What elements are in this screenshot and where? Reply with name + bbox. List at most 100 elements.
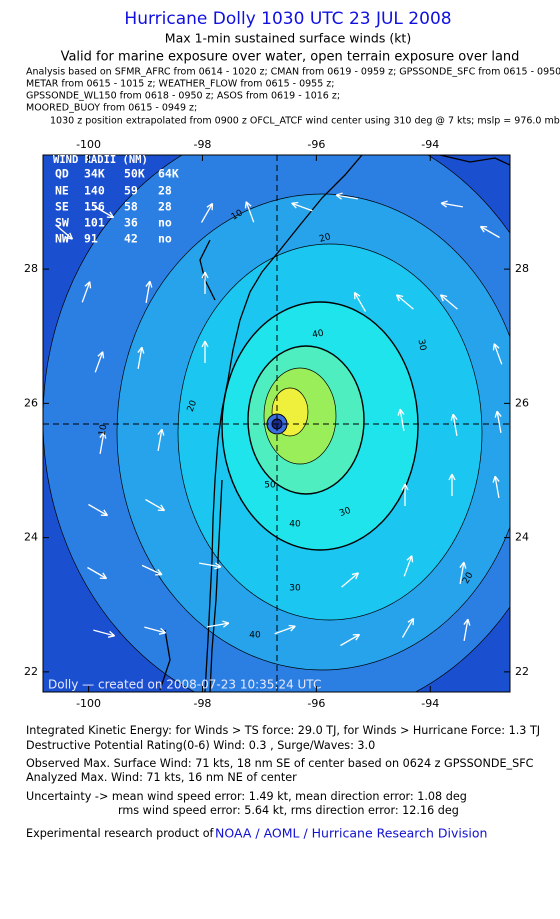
title: Hurricane Dolly 1030 UTC 23 JUL 2008 xyxy=(124,9,451,29)
vector-head xyxy=(494,410,502,418)
vector-shaft xyxy=(200,203,214,223)
wind-vector xyxy=(463,618,471,641)
wind-vector xyxy=(340,633,361,647)
vector-shaft xyxy=(496,411,502,433)
vector-shaft xyxy=(291,202,313,212)
radii-header: QD xyxy=(55,167,69,181)
radii-cell: 91 xyxy=(84,232,98,246)
vector-shaft xyxy=(88,503,108,517)
vector-shaft xyxy=(93,629,115,637)
wind-vector xyxy=(145,280,153,303)
vector-shaft xyxy=(441,202,463,208)
footer-line: Integrated Kinetic Energy: for Winds > T… xyxy=(26,724,540,737)
wind-vector xyxy=(55,224,74,240)
radii-header: 64K xyxy=(158,167,179,181)
analysis-line: METAR from 0615 - 1015 z; WEATHER_FLOW f… xyxy=(26,79,334,90)
vector-head xyxy=(137,346,145,354)
x-tick-label: -100 xyxy=(76,697,101,710)
y-tick-label: 22 xyxy=(515,665,529,678)
vector-head xyxy=(145,280,153,288)
wind-vector xyxy=(492,343,503,365)
wind-vector xyxy=(199,562,222,570)
vector-head xyxy=(97,351,105,359)
radii-header: 50K xyxy=(124,167,145,181)
vector-head xyxy=(395,294,404,302)
vector-head xyxy=(335,192,343,200)
vector-head xyxy=(448,473,456,481)
coastline xyxy=(159,155,510,692)
radii-cell: NE xyxy=(55,184,69,198)
vector-shaft xyxy=(459,562,465,584)
vector-shaft xyxy=(274,625,296,635)
vector-shaft xyxy=(480,225,500,239)
footer-line: Analyzed Max. Wind: 71 kts, 16 nm NE of … xyxy=(26,771,297,784)
vector-head xyxy=(459,561,467,569)
wind-vector xyxy=(291,201,313,212)
hrd-link[interactable]: NOAA / AOML / Hurricane Research Divisio… xyxy=(215,826,487,841)
vector-shaft xyxy=(141,564,163,576)
vector-head xyxy=(401,483,409,491)
analysis-line: GPSSONDE_WL150 from 0618 - 0950 z; ASOS … xyxy=(26,91,340,102)
contour-label: 20 xyxy=(524,326,536,336)
analysis-line: Analysis based on SFMR_AFRC from 0614 - … xyxy=(26,67,560,78)
vector-shaft xyxy=(207,622,229,628)
vector-head xyxy=(107,630,116,638)
vector-head xyxy=(450,413,458,421)
wind-vector xyxy=(274,624,296,635)
radii-cell: no xyxy=(158,216,172,230)
vector-head xyxy=(440,200,448,208)
contour-label: 30 xyxy=(338,506,352,519)
vector-head xyxy=(244,201,252,209)
wind-vector xyxy=(450,413,458,436)
contour-label: 10 xyxy=(98,423,110,436)
vector-head xyxy=(291,201,299,209)
vector-head xyxy=(65,232,74,240)
wind-vector xyxy=(440,200,463,208)
vector-shaft xyxy=(145,281,151,303)
wind-vector xyxy=(145,498,166,512)
vector-head xyxy=(352,633,361,641)
radii-cell: no xyxy=(158,232,172,246)
vector-shaft xyxy=(99,432,105,454)
wind-vectors xyxy=(55,192,503,647)
vector-shaft xyxy=(199,562,221,568)
vector-head xyxy=(288,624,296,632)
vector-shaft xyxy=(396,294,414,310)
wind-vector xyxy=(479,225,500,239)
vector-shaft xyxy=(493,343,503,365)
x-tick-label: -96 xyxy=(307,138,325,151)
contour-label: 40 xyxy=(312,329,325,341)
wind-vector xyxy=(88,503,109,517)
wind-vector xyxy=(439,294,458,310)
radii-cell: SE xyxy=(55,200,69,214)
vector-head xyxy=(492,343,500,351)
wind-vector xyxy=(141,564,163,576)
vector-head xyxy=(463,618,471,626)
subtitle: Max 1-min sustained surface winds (kt) xyxy=(165,31,411,46)
footer-line: Destructive Potential Rating(0-6) Wind: … xyxy=(26,739,375,752)
vector-head xyxy=(157,504,166,512)
wind-vector xyxy=(401,483,409,506)
vector-head xyxy=(397,408,405,416)
wind-vector xyxy=(99,431,107,454)
contour-label: 20 xyxy=(318,232,332,245)
vector-shaft xyxy=(94,205,114,219)
y-tick-label: 28 xyxy=(24,262,38,275)
wind-vector xyxy=(341,572,360,588)
radii-cell: NW xyxy=(55,232,69,246)
contour-label: 30 xyxy=(289,584,301,594)
vector-shaft xyxy=(81,281,91,303)
wind-vector xyxy=(94,205,115,219)
wind-vector xyxy=(94,351,105,373)
footer-line: Observed Max. Surface Wind: 71 kts, 18 n… xyxy=(26,757,534,770)
radii-title: WIND RADII (NM) xyxy=(53,154,148,166)
vector-shaft xyxy=(353,292,367,312)
vector-head xyxy=(406,555,414,563)
radii-cell: 28 xyxy=(158,200,172,214)
vector-head xyxy=(158,627,167,635)
vector-shaft xyxy=(452,414,458,436)
wind-vector xyxy=(200,202,214,223)
vector-head xyxy=(100,509,109,517)
vector-head xyxy=(206,202,214,211)
